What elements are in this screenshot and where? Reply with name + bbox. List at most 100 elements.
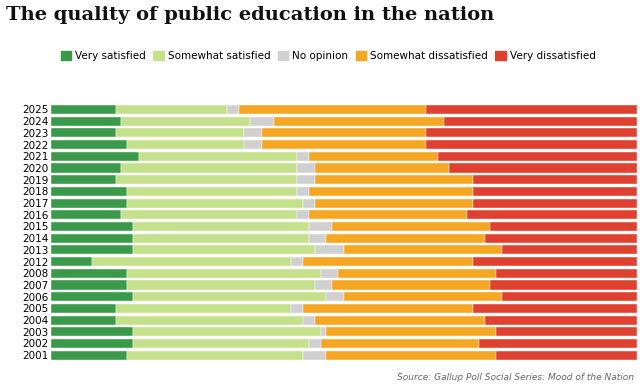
Bar (51, 316, 116, 324)
Bar (244, 128, 262, 137)
Bar (332, 222, 490, 231)
Bar (473, 187, 637, 196)
Bar (244, 140, 262, 149)
Bar (467, 210, 637, 219)
Bar (309, 152, 438, 161)
Bar (315, 175, 473, 184)
Bar (297, 152, 309, 161)
Bar (51, 105, 116, 114)
Bar (297, 175, 315, 184)
Bar (326, 327, 496, 336)
Bar (133, 245, 315, 255)
Bar (51, 257, 92, 266)
Bar (133, 292, 326, 301)
Bar (127, 351, 303, 360)
Bar (321, 339, 479, 348)
Bar (116, 175, 297, 184)
Bar (291, 257, 303, 266)
Bar (127, 280, 315, 290)
Bar (315, 199, 473, 208)
Bar (496, 269, 637, 278)
Bar (116, 304, 291, 313)
Bar (473, 257, 637, 266)
Bar (133, 339, 309, 348)
Text: The quality of public education in the nation: The quality of public education in the n… (6, 6, 495, 24)
Bar (297, 187, 309, 196)
Bar (51, 292, 133, 301)
Bar (51, 245, 133, 255)
Bar (51, 222, 133, 231)
Bar (291, 304, 303, 313)
Legend: Very satisfied, Somewhat satisfied, No opinion, Somewhat dissatisfied, Very diss: Very satisfied, Somewhat satisfied, No o… (56, 47, 600, 65)
Bar (426, 140, 637, 149)
Bar (133, 222, 309, 231)
Text: Source: Gallup Poll Social Series: Mood of the Nation: Source: Gallup Poll Social Series: Mood … (397, 373, 634, 382)
Bar (92, 257, 291, 266)
Bar (303, 199, 315, 208)
Bar (122, 164, 297, 172)
Bar (122, 210, 297, 219)
Bar (309, 210, 467, 219)
Bar (139, 152, 297, 161)
Bar (344, 292, 502, 301)
Bar (484, 316, 637, 324)
Bar (51, 187, 127, 196)
Bar (51, 351, 127, 360)
Bar (321, 269, 338, 278)
Bar (326, 351, 496, 360)
Bar (344, 245, 502, 255)
Bar (127, 199, 303, 208)
Bar (127, 187, 297, 196)
Bar (303, 316, 315, 324)
Bar (51, 210, 122, 219)
Bar (51, 280, 127, 290)
Bar (473, 304, 637, 313)
Bar (309, 187, 473, 196)
Bar (227, 105, 239, 114)
Bar (274, 117, 444, 126)
Bar (315, 280, 332, 290)
Bar (297, 164, 315, 172)
Bar (315, 245, 344, 255)
Bar (309, 233, 326, 243)
Bar (127, 269, 321, 278)
Bar (496, 351, 637, 360)
Bar (303, 304, 473, 313)
Bar (502, 245, 637, 255)
Bar (490, 222, 637, 231)
Bar (326, 292, 344, 301)
Bar (496, 327, 637, 336)
Bar (51, 233, 133, 243)
Bar (490, 280, 637, 290)
Bar (51, 128, 116, 137)
Bar (444, 117, 637, 126)
Bar (51, 140, 127, 149)
Bar (51, 152, 139, 161)
Bar (502, 292, 637, 301)
Bar (338, 269, 496, 278)
Bar (122, 117, 250, 126)
Bar (297, 210, 309, 219)
Bar (239, 105, 426, 114)
Bar (426, 128, 637, 137)
Bar (473, 175, 637, 184)
Bar (51, 164, 122, 172)
Bar (309, 222, 332, 231)
Bar (326, 233, 484, 243)
Bar (133, 233, 309, 243)
Bar (479, 339, 637, 348)
Bar (51, 339, 133, 348)
Bar (473, 199, 637, 208)
Bar (116, 128, 244, 137)
Bar (127, 140, 244, 149)
Bar (303, 257, 473, 266)
Bar (51, 269, 127, 278)
Bar (426, 105, 637, 114)
Bar (262, 128, 426, 137)
Bar (133, 327, 321, 336)
Bar (51, 304, 116, 313)
Bar (51, 327, 133, 336)
Bar (262, 140, 426, 149)
Bar (321, 327, 326, 336)
Bar (116, 316, 303, 324)
